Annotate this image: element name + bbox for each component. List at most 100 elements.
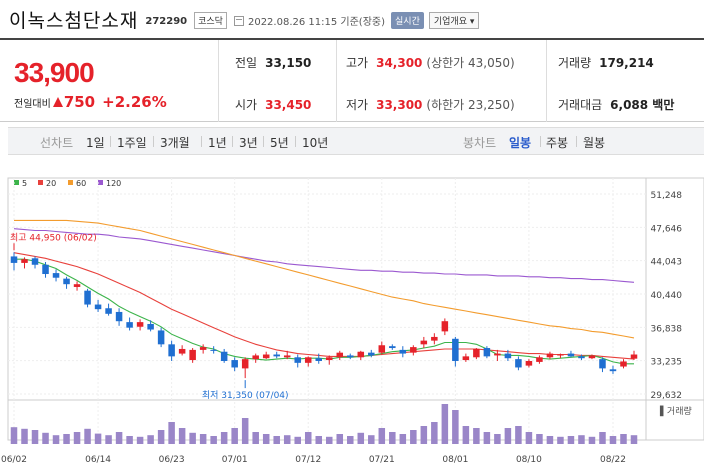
candle-body: [136, 322, 144, 327]
high-price: 고가 34,300 (상한가 43,050): [346, 54, 515, 71]
candle-body: [21, 259, 28, 263]
ma60-line: [14, 219, 635, 339]
tab-separator: [153, 136, 154, 147]
high-value: 34,300: [376, 56, 423, 70]
candle-body: [504, 353, 512, 359]
x-tick-label: 06/14: [85, 455, 111, 465]
candle-body: [199, 347, 207, 350]
volume-bar: [588, 436, 596, 444]
tab-candle-chart[interactable]: 봉차트: [463, 136, 497, 150]
candle-body: [609, 369, 617, 372]
tab-separator: [295, 136, 296, 147]
candle-body: [389, 346, 396, 349]
candle-body: [31, 258, 39, 265]
volume-bar: [368, 435, 375, 444]
tab-daily[interactable]: 일봉: [509, 136, 532, 150]
candle-body: [241, 359, 249, 369]
volume-bar: [84, 428, 91, 444]
tab-5y[interactable]: 5년: [270, 136, 289, 150]
volume-bar: [178, 428, 186, 444]
candle-body: [52, 273, 60, 278]
tab-1d[interactable]: 1일: [86, 136, 105, 150]
price-chart[interactable]: 5 20 60 120 51,248 47,646 44,043 40,440 36,838 33…: [0, 172, 704, 471]
candle-body: [94, 304, 102, 310]
x-tick-label: 08/10: [516, 455, 542, 465]
ma120-line: [13, 228, 635, 283]
tab-10y[interactable]: 10년: [302, 136, 329, 150]
tab-monthly[interactable]: 월봉: [583, 136, 606, 150]
corp-overview-dropdown[interactable]: 기업개요 ▾: [428, 12, 480, 29]
realtime-button[interactable]: 실시간: [391, 12, 424, 29]
tab-3m[interactable]: 3개월: [160, 136, 190, 150]
candle-body: [262, 354, 270, 359]
tab-line-chart[interactable]: 선차트: [40, 136, 74, 150]
tab-separator: [110, 136, 111, 147]
change-label: 전일대비: [14, 98, 51, 110]
candle-body: [410, 347, 417, 353]
up-triangle-icon: [52, 97, 63, 107]
volume-bar: [494, 434, 501, 444]
annotation-low: 최저 31,350 (07/04): [202, 390, 289, 401]
volume-bar: [462, 426, 470, 444]
volume-bar: [283, 435, 291, 444]
volume-bar: [231, 428, 238, 444]
tab-separator: [232, 136, 233, 147]
volume-bar: [220, 432, 228, 444]
candle-body: [126, 322, 133, 328]
volume-bar: [73, 432, 81, 444]
quote-panel: 33,900 전일대비 750 +2.26% 전일 33,150 고가 34,3…: [0, 40, 704, 122]
low-label: 저가: [346, 98, 369, 112]
as-of-time: 2022.08.26 11:15 기준(장중): [247, 17, 386, 28]
ma20-line: [13, 252, 635, 360]
candle-body: [273, 354, 280, 357]
volume-bar: [378, 428, 386, 444]
tab-3y[interactable]: 3년: [239, 136, 258, 150]
legend-swatch: [38, 180, 43, 185]
prev-close: 전일 33,150: [235, 54, 311, 71]
candle-body: [378, 345, 386, 353]
change-row: 전일대비 750 +2.26%: [14, 93, 167, 111]
volume-bar: [441, 404, 449, 444]
candle-body: [431, 336, 438, 341]
legend-swatch: [14, 180, 19, 185]
volume-bar: [147, 435, 154, 444]
volume-bar: [168, 422, 175, 444]
candle-body: [368, 352, 375, 356]
stock-name: 이녹스첨단소재: [9, 9, 139, 32]
candle-body: [189, 349, 196, 361]
volume-bar: [546, 436, 554, 444]
lower-limit: (하한가 23,250): [426, 98, 515, 112]
x-tick-label: 07/12: [295, 455, 321, 465]
tab-1w[interactable]: 1주일: [117, 136, 147, 150]
candle-body: [231, 360, 238, 368]
volume-bar: [431, 422, 438, 444]
volume-bar: [536, 434, 543, 444]
candle-body: [115, 311, 123, 322]
volume-bar: [294, 436, 301, 444]
legend-swatch: [98, 180, 103, 185]
annotation-high: 최고 44,950 (06/02): [10, 232, 97, 243]
volume-stat: 거래량 179,214: [558, 54, 654, 71]
candle-body: [536, 357, 543, 362]
volume-bar: [347, 436, 354, 444]
candle-body: [525, 360, 533, 366]
stock-code: 272290: [145, 15, 188, 27]
volume-bar: [42, 432, 49, 444]
volume-bar: [210, 436, 217, 444]
volume-bar: [189, 432, 196, 444]
y-tick-label: 33,235: [651, 358, 683, 368]
candle-body: [557, 354, 564, 356]
tab-separator: [576, 136, 577, 147]
tab-weekly[interactable]: 주봉: [546, 136, 569, 150]
volume-bar: [410, 430, 417, 444]
legend-label: 120: [106, 179, 121, 188]
quote-divider: [218, 40, 219, 122]
candle-body: [483, 348, 491, 357]
amount-label: 거래대금: [558, 98, 603, 112]
low-value: 33,300: [376, 98, 423, 112]
candle-body: [588, 355, 596, 359]
tab-1y[interactable]: 1년: [208, 136, 227, 150]
volume-bar: [578, 435, 585, 444]
candle-body: [42, 264, 49, 275]
legend-swatch: [68, 180, 73, 185]
